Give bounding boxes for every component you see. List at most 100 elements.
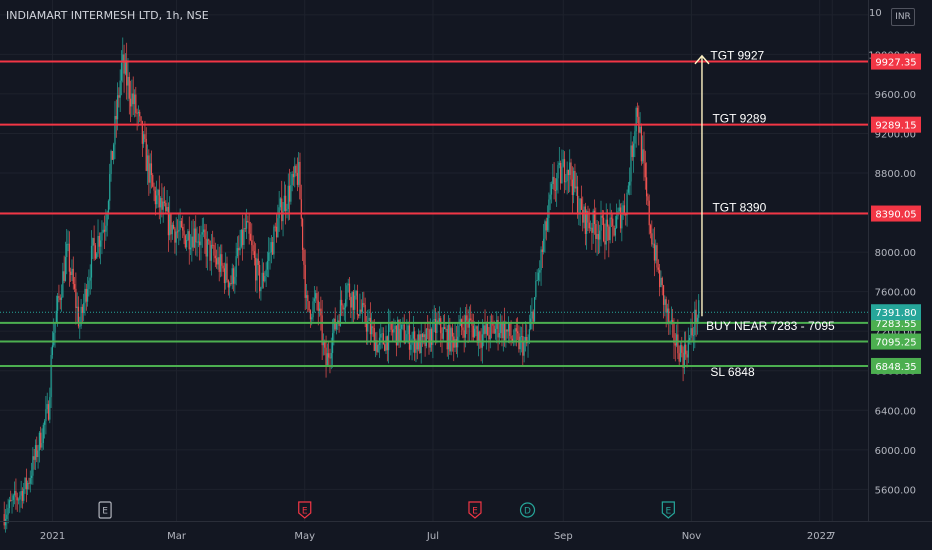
- candle-body: [45, 409, 47, 422]
- candle-body: [304, 264, 306, 298]
- candle-body: [388, 323, 390, 351]
- last-price-label: 7391.80: [875, 308, 916, 319]
- candle-body: [535, 280, 537, 298]
- candle-body: [509, 323, 511, 336]
- candle-body: [67, 243, 69, 245]
- candle-body: [673, 323, 675, 344]
- candle-body: [20, 491, 22, 496]
- annotation-label: TGT 8390: [712, 201, 766, 215]
- candle-body: [269, 252, 271, 254]
- candle-body: [41, 443, 43, 448]
- candle-body: [683, 344, 685, 368]
- candle-body: [174, 228, 176, 243]
- candle-body: [89, 277, 91, 281]
- event-marker-positive[interactable]: E: [661, 501, 675, 519]
- candle-body: [441, 333, 443, 339]
- candle-body: [485, 323, 487, 334]
- candle-body: [42, 424, 44, 444]
- candle-body: [519, 336, 521, 350]
- candle-body: [66, 243, 68, 258]
- candle-body: [102, 229, 104, 233]
- candle-body: [613, 225, 615, 236]
- candle-body: [76, 306, 78, 308]
- candle-body: [368, 317, 370, 321]
- candle-body: [424, 334, 426, 347]
- candle-body: [231, 268, 233, 285]
- price-axis-top-tick: 10: [869, 8, 882, 19]
- candle-body: [351, 291, 353, 308]
- candle-body: [420, 334, 422, 354]
- candle-body: [483, 325, 485, 335]
- event-marker-negative[interactable]: E: [468, 501, 482, 519]
- candle-body: [464, 315, 467, 338]
- candle-body: [643, 149, 645, 164]
- candle-body: [679, 345, 682, 362]
- target-arrow[interactable]: [694, 54, 710, 317]
- candle-body: [434, 319, 437, 334]
- candle-body: [6, 514, 8, 519]
- candle-body: [330, 352, 332, 359]
- candle-body: [84, 288, 86, 304]
- candle-body: [492, 322, 494, 326]
- annotation-label: TGT 9289: [712, 112, 766, 126]
- last-price-badge: [871, 304, 921, 321]
- candle-body: [135, 94, 137, 114]
- event-marker-negative[interactable]: E: [298, 501, 312, 519]
- earnings-marker: [468, 501, 482, 519]
- candle-body: [140, 116, 142, 122]
- candle-body: [507, 323, 510, 332]
- candle-body: [569, 162, 571, 176]
- candle-body: [489, 321, 491, 340]
- candle-body: [225, 263, 227, 284]
- price-tick-label: 7200.00: [875, 327, 916, 338]
- candle-body: [511, 338, 513, 342]
- candlestick-series: [3, 37, 700, 533]
- price-axis[interactable]: 10000.009600.009200.008800.008400.008000…: [868, 0, 916, 521]
- candle-body: [127, 76, 129, 86]
- candle-body: [691, 328, 693, 336]
- candle-body: [180, 220, 183, 227]
- candle-body: [10, 500, 12, 501]
- candle-body: [247, 220, 249, 223]
- candle-body: [655, 245, 657, 261]
- candle-body: [317, 300, 319, 311]
- candle-body: [8, 500, 11, 509]
- price-tick-label: 6000.00: [875, 446, 916, 457]
- candle-body: [217, 257, 219, 265]
- event-marker-neutral[interactable]: E: [98, 501, 112, 519]
- time-tick-label: Mar: [167, 531, 187, 542]
- currency-button[interactable]: INR: [891, 8, 915, 26]
- candle-body: [619, 207, 622, 229]
- candle-body: [235, 256, 237, 277]
- candle-body: [604, 240, 606, 245]
- candle-body: [96, 253, 98, 259]
- candle-body: [111, 151, 113, 160]
- candle-body: [137, 111, 140, 114]
- candle-body: [38, 432, 40, 451]
- candle-body: [318, 308, 321, 311]
- level-price-badge: [871, 116, 921, 133]
- horizontal-levels[interactable]: [0, 60, 868, 367]
- candle-body: [406, 334, 408, 342]
- candle-body: [50, 355, 52, 398]
- candle-body: [361, 303, 364, 312]
- candle-body: [446, 328, 448, 350]
- candle-body: [642, 149, 644, 162]
- candle-body: [226, 263, 228, 281]
- event-marker-dividend[interactable]: D: [519, 502, 536, 518]
- candle-body: [591, 227, 593, 233]
- candle-body: [537, 272, 540, 280]
- candle-body: [214, 255, 216, 259]
- candle-body: [346, 285, 348, 300]
- price-tick-label: 9200.00: [875, 129, 916, 140]
- candle-body: [475, 326, 477, 329]
- candle-body: [315, 293, 317, 299]
- candle-body: [169, 213, 171, 236]
- candle-body: [243, 227, 245, 245]
- candle-body: [432, 320, 434, 345]
- candle-body: [476, 326, 478, 343]
- chart-grid: [0, 0, 868, 521]
